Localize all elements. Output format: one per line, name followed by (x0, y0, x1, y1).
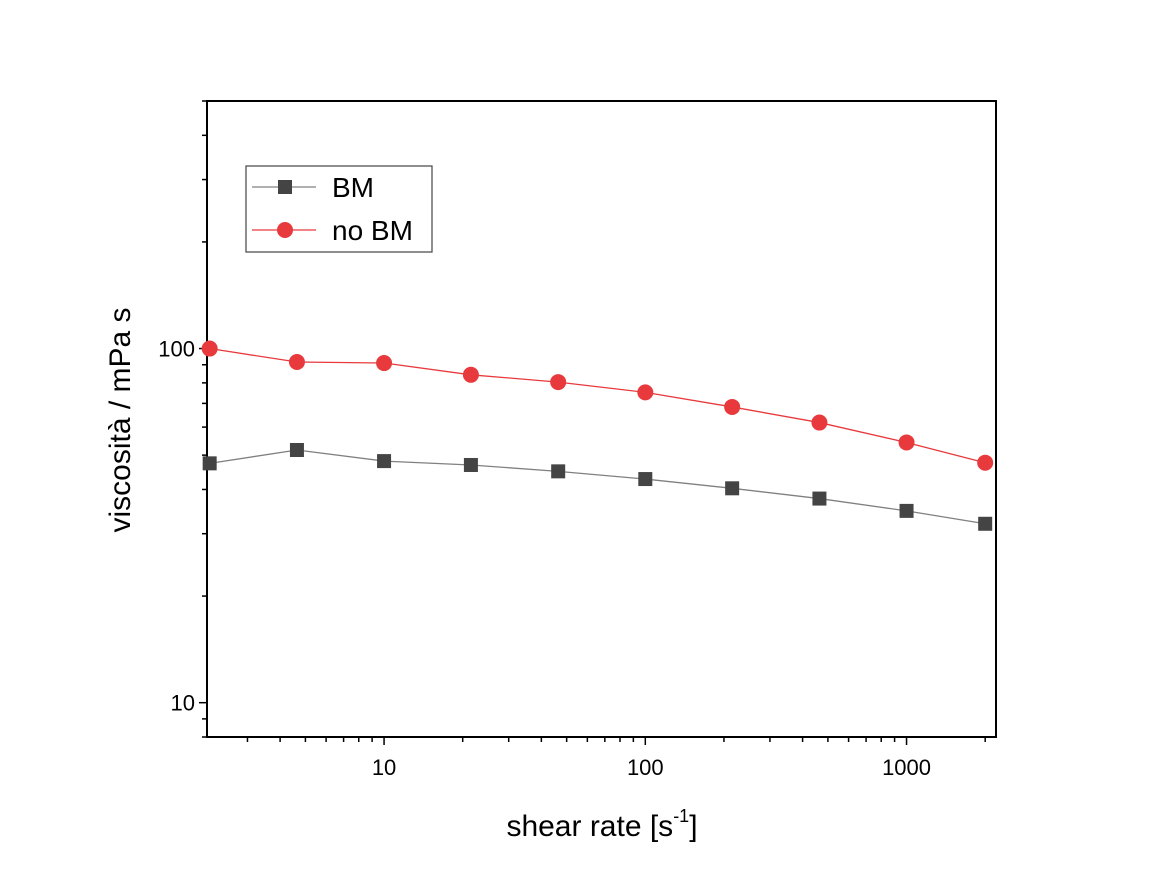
data-point-bm (978, 516, 993, 531)
series-line-bm (209, 449, 986, 525)
legend-marker-no-bm (277, 222, 293, 238)
data-point-bm (899, 503, 914, 518)
data-point-no-bm (977, 454, 994, 471)
x-tick-label: 10 (372, 755, 396, 780)
x-tick-label: 1000 (882, 755, 931, 780)
data-point-no-bm (376, 355, 393, 372)
data-point-bm (551, 464, 566, 479)
data-point-no-bm (288, 354, 305, 371)
data-point-bm (812, 491, 827, 506)
data-point-no-bm (724, 398, 741, 415)
data-point-no-bm (637, 384, 654, 401)
y-axis-ticks: 10 100 (158, 100, 207, 738)
data-point-bm (202, 456, 217, 471)
legend-label-bm: BM (332, 172, 374, 203)
data-point-bm (725, 481, 740, 496)
data-point-no-bm (462, 366, 479, 383)
x-tick-label: 100 (627, 755, 664, 780)
data-point-no-bm (811, 414, 828, 431)
data-point-bm (289, 443, 304, 458)
legend-label-no-bm: no BM (332, 215, 413, 246)
data-point-bm (638, 472, 653, 487)
x-axis-label: shear rate [s-1] (506, 806, 697, 843)
plot-frame (206, 100, 997, 738)
data-point-bm (463, 457, 478, 472)
data-point-bm (377, 454, 392, 469)
legend-box (245, 165, 433, 253)
series-layer (201, 340, 994, 531)
legend: BM no BM (245, 165, 433, 253)
x-axis-label-superscript: -1 (673, 806, 689, 826)
y-tick-label: 100 (158, 337, 195, 362)
series-line-no-bm (209, 347, 986, 464)
y-tick-label: 10 (171, 691, 195, 716)
data-point-no-bm (898, 434, 915, 451)
x-axis-label-end: ] (689, 810, 697, 843)
x-axis-label-main: shear rate [s (506, 810, 673, 843)
y-axis-label: viscosità / mPa s (104, 307, 137, 532)
data-point-no-bm (550, 374, 567, 391)
x-axis-ticks: 10 100 1000 (246, 737, 986, 780)
data-point-no-bm (201, 340, 218, 357)
legend-marker-bm (278, 180, 292, 194)
